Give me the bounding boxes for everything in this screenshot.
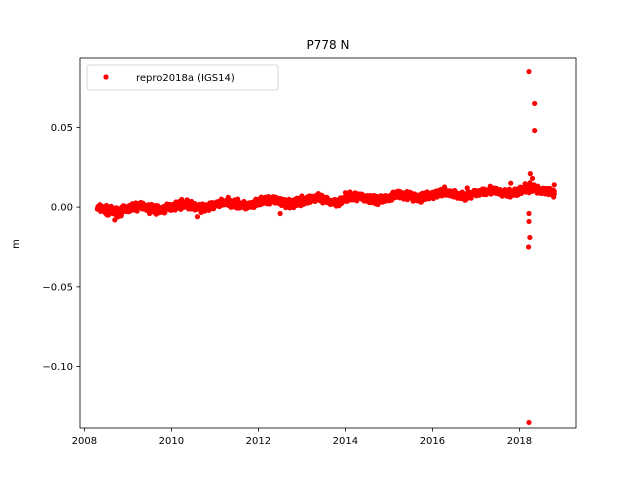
data-point: [105, 212, 111, 218]
data-point: [529, 175, 536, 182]
data-point: [527, 234, 533, 241]
x-tick-label: 2008: [72, 436, 97, 447]
x-tick-label: 2010: [159, 436, 184, 447]
data-point: [464, 185, 470, 191]
x-tick-label: 2012: [246, 436, 271, 447]
x-axis: 2008 2010 2012 2014 2016 2018: [72, 428, 532, 447]
plot-frame: [79, 57, 577, 429]
data-point: [527, 171, 533, 177]
data-point: [525, 244, 532, 250]
data-point: [395, 188, 401, 194]
data-point: [96, 204, 103, 210]
data-point: [526, 68, 532, 75]
data-point: [532, 127, 538, 134]
data-point: [277, 210, 283, 217]
y-tick-label: −0.05: [42, 282, 73, 293]
legend-label: repro2018a (IGS14): [136, 73, 235, 84]
y-tick-label: 0.05: [51, 123, 73, 134]
data-point: [551, 188, 557, 194]
y-tick-label: −0.10: [42, 362, 73, 373]
data-point: [234, 198, 240, 204]
data-point: [532, 100, 538, 107]
data-point: [526, 218, 532, 225]
chart-title: P778 N: [307, 38, 350, 52]
data-point: [342, 190, 348, 196]
data-points: [94, 68, 557, 426]
data-point: [526, 419, 532, 426]
legend-marker: [103, 74, 109, 80]
data-point: [112, 217, 118, 223]
x-tick-label: 2016: [420, 436, 445, 447]
data-point: [194, 214, 201, 220]
legend: repro2018a (IGS14): [86, 64, 279, 91]
y-tick-label: 0.00: [51, 203, 73, 214]
data-point: [147, 210, 153, 217]
data-point: [526, 210, 532, 217]
data-point: [551, 182, 557, 188]
data-point: [299, 193, 305, 199]
data-point: [508, 180, 514, 186]
x-tick-label: 2014: [333, 436, 358, 447]
legend-box: [86, 64, 279, 91]
x-tick-label: 2018: [507, 436, 532, 447]
y-axis: −0.10 −0.05 0.00 0.05: [42, 123, 80, 373]
y-axis-label: m: [11, 239, 22, 249]
